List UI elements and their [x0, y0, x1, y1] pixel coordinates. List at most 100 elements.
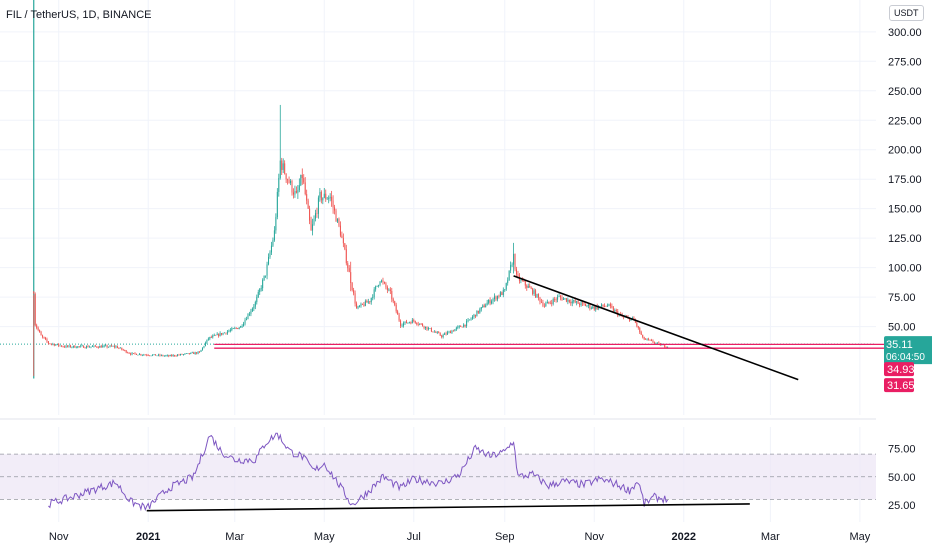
candle-body [210, 336, 212, 338]
candle-body [513, 253, 515, 265]
candle-body [328, 198, 330, 200]
candle-body [366, 300, 368, 303]
candle-body [526, 285, 528, 288]
candle-body [539, 297, 541, 302]
candle-body [105, 345, 107, 347]
candle-body [514, 253, 516, 270]
candle-body [383, 282, 385, 284]
candle-body [260, 288, 262, 290]
candle-body [410, 322, 412, 324]
price-trendline[interactable] [513, 275, 799, 381]
candle-body [521, 279, 523, 281]
candle-body [389, 289, 391, 291]
candle-body [486, 302, 488, 306]
candle-body [184, 353, 186, 355]
candle-body [348, 268, 350, 273]
candle-body [326, 198, 328, 200]
candle-body [141, 354, 143, 356]
candle-body [74, 345, 76, 348]
candle-body [379, 281, 381, 285]
candle-body [542, 302, 544, 306]
x-tick-label: Mar [225, 531, 244, 543]
candle-body [166, 355, 168, 356]
candle-body [557, 296, 559, 300]
candle-body [265, 275, 267, 277]
rsi-trendline[interactable] [146, 503, 750, 512]
candle-body [643, 337, 645, 340]
candle-body [62, 346, 64, 348]
candle-body [546, 301, 548, 304]
support-badge-label: 34.93 [887, 364, 915, 376]
rsi-line [48, 432, 669, 512]
candle-body [80, 345, 82, 347]
candle-body [480, 307, 482, 310]
x-tick-label: Sep [495, 531, 515, 543]
candle-body [386, 287, 388, 291]
candle-body [200, 349, 202, 352]
candle-body [162, 355, 164, 356]
candle-body [194, 352, 196, 354]
candle-body [373, 289, 375, 298]
candle-body [228, 330, 230, 332]
candle-body [602, 304, 604, 307]
candle-body [398, 314, 400, 321]
candle-body [543, 305, 545, 307]
candle-body [125, 350, 127, 353]
candle-body [664, 344, 666, 347]
support-badge-label: 31.65 [887, 380, 915, 392]
candle-body [471, 316, 473, 319]
candle-body [152, 354, 154, 356]
candle-body [457, 326, 459, 328]
candle-body [338, 218, 340, 226]
candle-body [520, 279, 522, 281]
candle-body [339, 225, 341, 236]
candle-body [235, 327, 237, 329]
candle-body [163, 355, 165, 357]
candle-body [275, 217, 277, 231]
candle-body [561, 297, 563, 300]
candle-body [491, 301, 493, 304]
candle-body [529, 286, 531, 288]
candle-body [454, 329, 456, 332]
candle-body [495, 296, 497, 300]
countdown-label: 06:04:50 [886, 352, 925, 363]
candle-body [451, 330, 453, 334]
drawings[interactable] [146, 275, 884, 512]
candle-body [460, 325, 462, 327]
candle-body [169, 355, 171, 357]
candle-body [631, 317, 633, 319]
candle-body [461, 326, 463, 328]
candle-body [499, 292, 501, 297]
candle-body [612, 307, 614, 312]
y-tick-label: 50.00 [888, 322, 916, 334]
candle-body [185, 353, 187, 355]
candle-body [295, 191, 297, 193]
candle-body [335, 210, 337, 222]
candle-body [213, 335, 215, 336]
x-tick-label: 2022 [672, 531, 696, 543]
candle-body [467, 319, 469, 322]
candle-body [392, 299, 394, 302]
currency-badge[interactable]: USDT [889, 5, 924, 21]
candle-body [50, 343, 52, 345]
candle-body [455, 327, 457, 330]
candle-body [84, 347, 86, 349]
candle-body [39, 329, 41, 333]
candle-body [157, 354, 159, 356]
candle-body [247, 314, 249, 320]
candle-body [645, 339, 647, 340]
candle-body [317, 197, 319, 214]
candle-body [429, 328, 431, 329]
candle-body [325, 193, 327, 200]
candle-body [623, 316, 625, 318]
candle-body [146, 354, 148, 356]
candle-body [301, 174, 303, 179]
candle-body [523, 280, 525, 282]
candle-body [300, 174, 302, 186]
candle-body [65, 345, 67, 348]
candle-body [319, 191, 321, 198]
candle-body [587, 304, 589, 306]
candle-body [449, 331, 451, 334]
